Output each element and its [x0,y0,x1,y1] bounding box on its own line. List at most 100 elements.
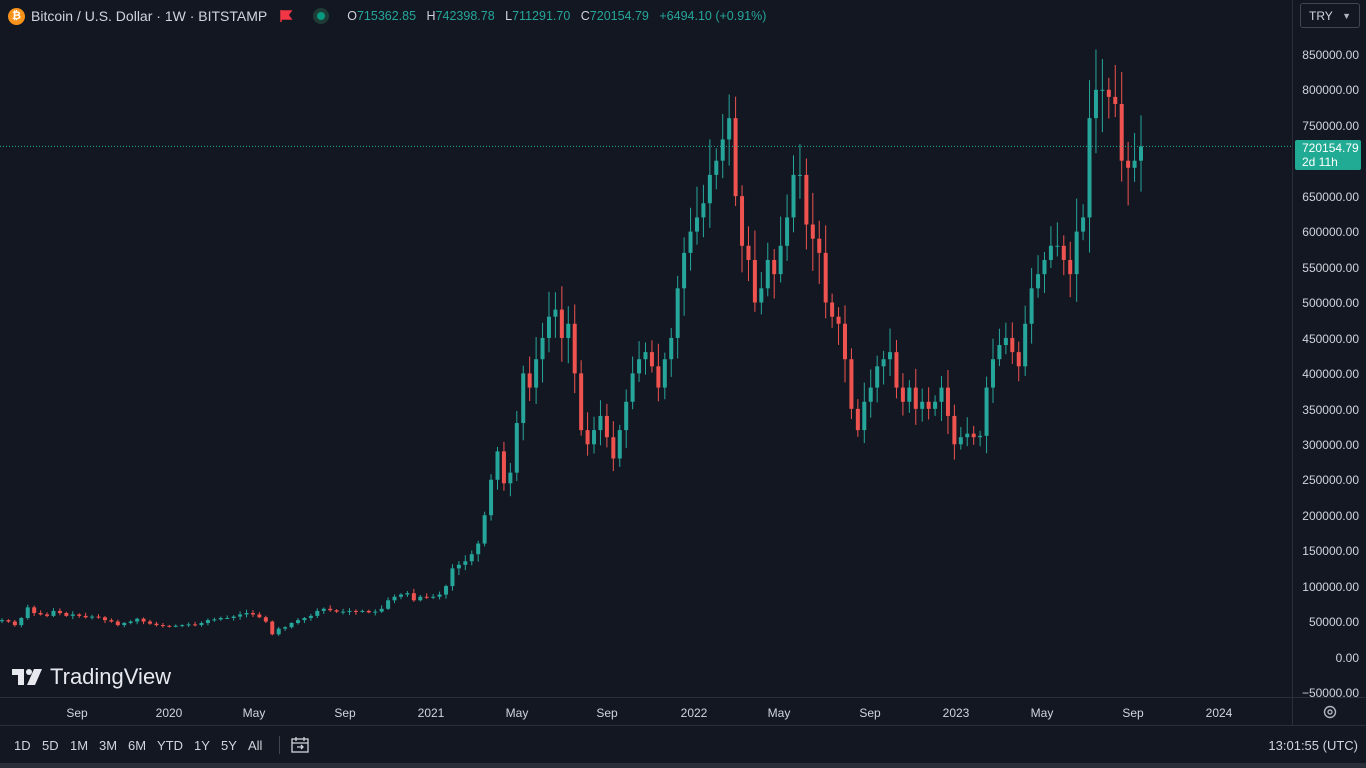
candle-body [225,618,230,620]
candle-body [469,554,474,562]
time-axis-label: 2020 [155,706,183,720]
go-to-date-icon[interactable] [290,735,310,755]
price-axis-label: 100000.00 [1302,579,1359,594]
tradingview-logo: TradingView [12,664,171,690]
candle-body [933,401,938,409]
price-axis-label: 850000.00 [1302,48,1359,62]
settings-gear-icon[interactable] [1292,697,1366,725]
time-axis-label: Sep [596,706,618,720]
time-axis-label: May [242,706,266,720]
time-axis-label: Sep [1122,706,1144,720]
candle-body [148,621,153,624]
candle-body [250,613,255,615]
time-axis-label: 2022 [680,706,708,720]
price-axis-label: 250000.00 [1302,473,1359,488]
range-1y[interactable]: 1Y [194,738,210,753]
candle-body [765,259,770,289]
candle-body [57,610,62,614]
candle-body [701,203,706,218]
candle-body [276,628,281,635]
candle-body [849,359,854,409]
range-all[interactable]: All [248,738,263,753]
candle-body [997,345,1002,360]
candle-body [1100,89,1105,91]
price-axis[interactable]: 850000.00800000.00750000.00700000.006500… [1292,0,1366,700]
price-axis-label: 0.00 [1335,650,1359,665]
candle-body [868,387,873,402]
candle-body [45,614,50,616]
candle-body [173,625,178,627]
candle-body [720,139,725,161]
candle-body [823,252,828,303]
candle-body [559,309,564,338]
candlestick-chart[interactable] [0,0,1292,697]
candle-body [205,620,210,623]
candle-body [617,430,622,459]
candle-body [546,316,551,338]
tradingview-logo-icon [12,669,42,685]
candle-body [830,302,835,317]
candle-body [990,359,995,388]
flag-icon[interactable] [279,9,293,23]
range-5y[interactable]: 5Y [221,738,237,753]
candle-body [1029,288,1034,324]
candle-body [604,415,609,438]
time-axis-label: Sep [66,706,88,720]
currency-label: TRY [1309,8,1333,23]
candle-body [553,309,558,317]
time-axis[interactable]: Sep 2020 May Sep 2021 May Sep 2022 May Sep 2023 May… [0,697,1292,726]
candle-body [740,196,745,246]
price-axis-label: 400000.00 [1302,367,1359,382]
candle-body [746,245,751,260]
candle-body [411,593,416,601]
candle-body [752,259,757,303]
candle-body [405,593,410,595]
candle-body [38,613,43,615]
candle-body [128,621,133,623]
candle-body [984,387,989,436]
watermark-text: TradingView [50,664,172,689]
candle-body [51,610,56,616]
currency-select[interactable]: TRY ▼ [1300,3,1360,28]
bottom-toolbar: 1D 5D 1M 3M 6M YTD 1Y 5Y All 13:01:55 (U… [0,725,1366,764]
range-6m[interactable]: 6M [128,738,147,753]
range-5d[interactable]: 5D [42,738,59,753]
symbol-title[interactable]: Bitcoin / U.S. Dollar · 1W · BITSTAMP [31,8,268,24]
candle-body [894,352,899,388]
range-1m[interactable]: 1M [70,738,89,753]
candle-body [688,231,693,253]
market-status-icon[interactable] [313,8,330,24]
range-1d[interactable]: 1D [14,738,31,753]
range-ytd[interactable]: YTD [157,738,183,753]
candle-body [193,624,198,626]
candle-body [714,160,719,175]
candle-body [862,401,867,431]
bitcoin-icon: ₿ [8,7,25,25]
candle-body [444,586,449,595]
candle-body [456,564,461,569]
current-price-label: 720154.79 [1302,141,1359,155]
candle-body [1023,323,1028,367]
candle-body [888,352,893,360]
price-axis-label: 800000.00 [1302,83,1359,98]
candle-body [199,622,204,626]
candle-body [70,614,75,616]
candle-body [952,415,957,445]
candle-body [791,174,796,218]
low-value: 711291.70 [512,9,571,23]
candle-body [1093,89,1098,119]
candle-body [611,437,616,459]
candle-body [1081,217,1086,232]
candle-body [662,359,667,388]
price-axis-label: 350000.00 [1302,402,1359,417]
candle-body [817,238,822,253]
candle-body [836,316,841,324]
candle-body [804,174,809,225]
utc-clock[interactable]: 13:01:55 (UTC) [1268,738,1358,753]
candle-body [842,323,847,360]
candle-body [694,217,699,232]
candle-body [83,615,88,618]
candle-body [386,600,391,609]
range-3m[interactable]: 3M [99,738,118,753]
candle-body [231,616,236,619]
